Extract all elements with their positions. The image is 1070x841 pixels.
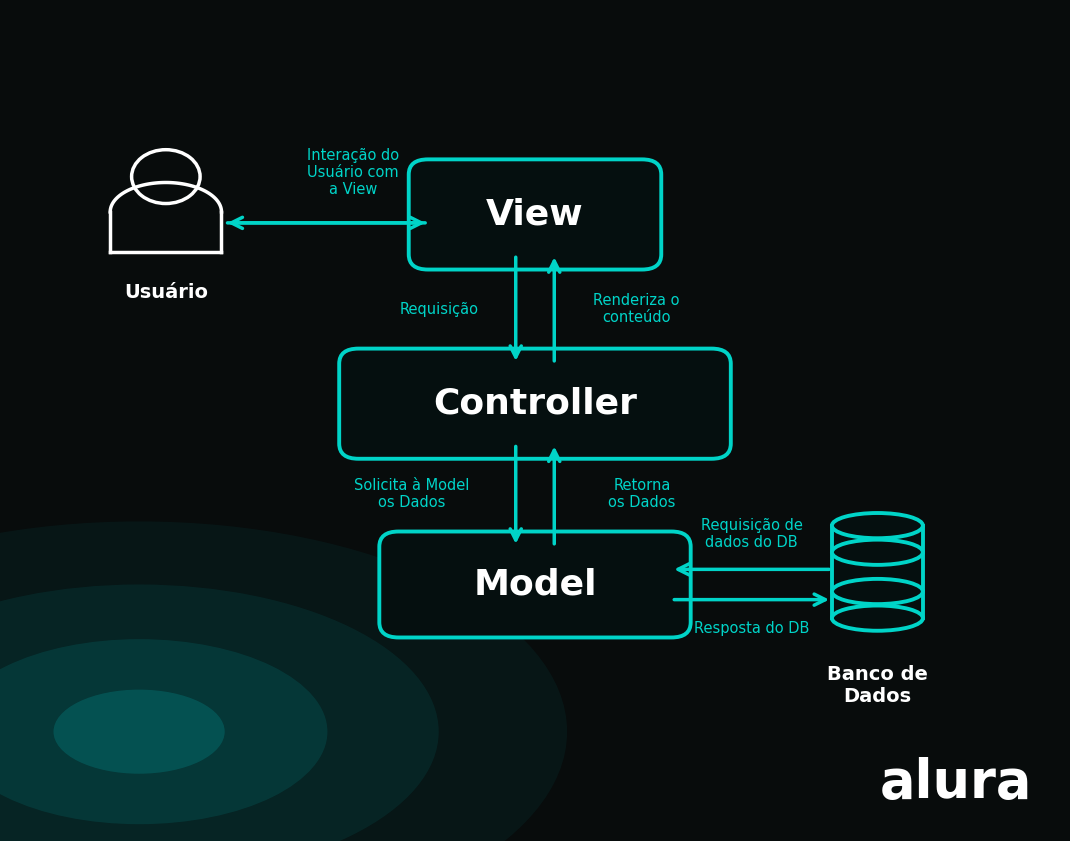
Ellipse shape: [832, 579, 922, 604]
Text: Controller: Controller: [433, 387, 637, 420]
Text: Solicita à Model
os Dados: Solicita à Model os Dados: [354, 478, 470, 510]
Text: Requisição: Requisição: [399, 302, 478, 316]
Text: Renderiza o
conteúdo: Renderiza o conteúdo: [594, 293, 679, 325]
Ellipse shape: [0, 521, 567, 841]
Bar: [832, 526, 922, 618]
Text: Interação do
Usuário com
a View: Interação do Usuário com a View: [307, 147, 399, 198]
Text: Resposta do DB: Resposta do DB: [694, 621, 809, 636]
Ellipse shape: [0, 639, 327, 824]
Ellipse shape: [832, 606, 922, 631]
Text: Usuário: Usuário: [124, 283, 208, 302]
Ellipse shape: [54, 690, 225, 774]
Text: Model: Model: [473, 568, 597, 601]
Text: alura: alura: [881, 757, 1033, 809]
Text: View: View: [486, 198, 584, 231]
Ellipse shape: [832, 513, 922, 538]
FancyBboxPatch shape: [380, 532, 691, 637]
Ellipse shape: [0, 584, 439, 841]
Ellipse shape: [832, 540, 922, 565]
FancyBboxPatch shape: [339, 348, 731, 459]
Text: Retorna
os Dados: Retorna os Dados: [609, 478, 675, 510]
FancyBboxPatch shape: [409, 160, 661, 269]
Text: Banco de
Dados: Banco de Dados: [827, 665, 928, 706]
Text: Requisição de
dados do DB: Requisição de dados do DB: [701, 518, 802, 550]
